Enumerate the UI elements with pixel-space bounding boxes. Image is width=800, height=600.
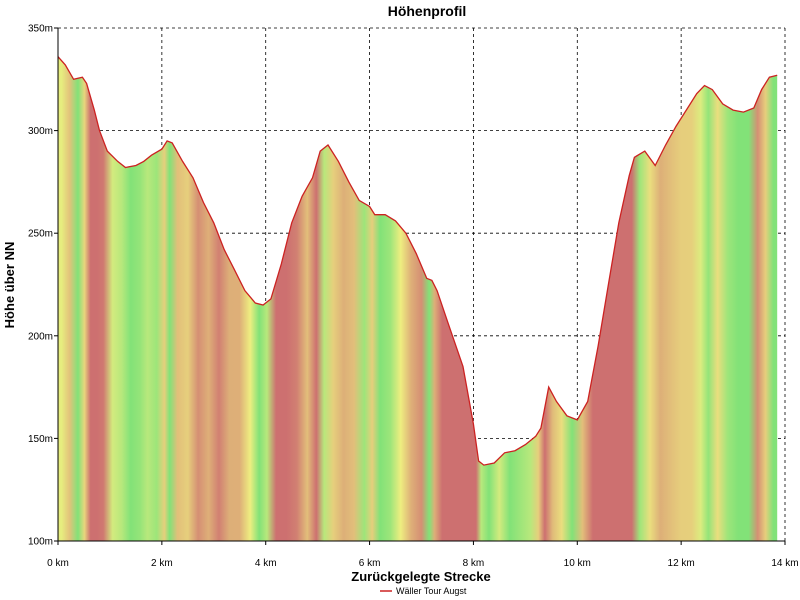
x-axis-label: Zurückgelegte Strecke: [351, 569, 490, 584]
legend-label: Wäller Tour Augst: [396, 586, 467, 596]
x-tick-label: 0 km: [47, 558, 69, 569]
y-tick-label: 300m: [28, 126, 53, 137]
elevation-line: [57, 56, 778, 466]
legend: Wäller Tour Augst: [380, 586, 467, 596]
y-tick-label: 250m: [28, 229, 53, 240]
y-tick-label: 350m: [28, 24, 53, 35]
x-tick-label: 12 km: [668, 558, 695, 569]
x-tick-label: 2 km: [151, 558, 173, 569]
x-tick-label: 10 km: [564, 558, 591, 569]
x-axis-ticks: 0 km 2 km 4 km 6 km 8 km 10 km 12 km 14 km: [47, 28, 799, 569]
x-tick-label: 8 km: [463, 558, 485, 569]
elevation-area-fill: [58, 56, 778, 541]
y-tick-label: 150m: [28, 434, 53, 445]
chart-title: Höhenprofil: [388, 3, 467, 19]
x-tick-label: 4 km: [255, 558, 277, 569]
elevation-line-layer: [57, 56, 778, 466]
x-tick-label: 14 km: [771, 558, 798, 569]
y-axis-label: Höhe über NN: [2, 242, 17, 329]
y-tick-label: 200m: [28, 331, 53, 342]
elevation-area: [58, 56, 778, 541]
y-axis-ticks: 100m 150m 200m 250m 300m 350m: [28, 24, 58, 548]
y-tick-label: 100m: [28, 537, 53, 548]
x-tick-label: 6 km: [359, 558, 381, 569]
